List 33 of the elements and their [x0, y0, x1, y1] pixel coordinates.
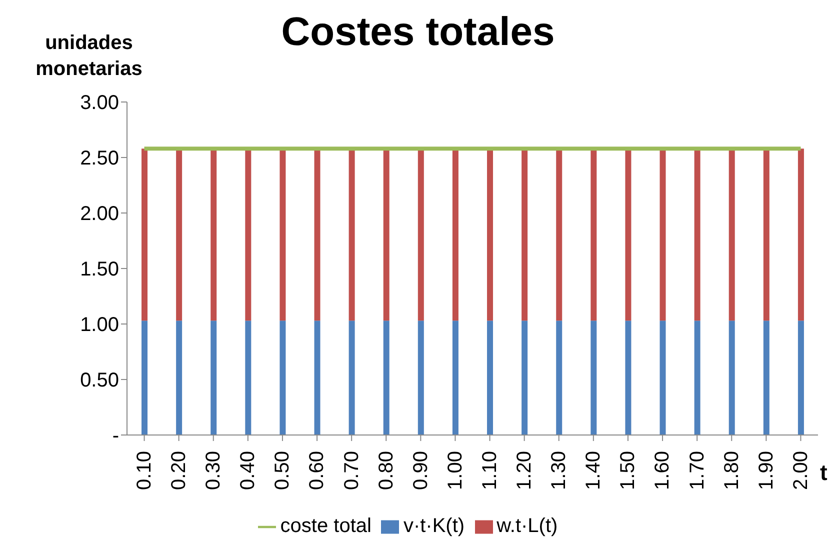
- x-tick-label: 0.90: [410, 451, 432, 490]
- y-tick-label: 2.50: [80, 148, 119, 170]
- x-axis-title: t: [820, 460, 828, 486]
- x-tick-label: 2.00: [790, 451, 812, 490]
- legend-label: coste total: [280, 515, 372, 537]
- y-tick-label: 3.00: [80, 92, 119, 114]
- x-tick-label: 1.10: [478, 451, 501, 490]
- x-tick-label: 1.40: [582, 451, 605, 490]
- x-tick-label: 1.80: [720, 451, 743, 490]
- x-tick-label: 0.40: [237, 451, 260, 490]
- x-tick-label: 1.90: [755, 451, 778, 490]
- legend-label: w.t·L(t): [496, 515, 558, 537]
- x-tick-label: 0.70: [340, 451, 363, 490]
- x-tick-label: 0.50: [272, 451, 294, 490]
- chart-title: Costes totales: [281, 10, 555, 54]
- x-tick-label: 1.60: [652, 451, 674, 490]
- x-tick-label: 0.20: [168, 451, 190, 490]
- y-tick-label: 1.00: [80, 314, 119, 336]
- y-tick-label: 0.50: [80, 370, 119, 392]
- y-tick-label: -: [112, 425, 119, 448]
- x-tick-label: 0.30: [202, 451, 225, 490]
- x-tick-label: 1.30: [548, 451, 570, 490]
- x-tick-label: 0.60: [306, 451, 328, 490]
- x-tick-label: 0.10: [133, 451, 156, 490]
- y-tick-label: 1.50: [80, 258, 119, 281]
- x-tick-label: 1.00: [444, 451, 466, 490]
- legend-label: v·t·K(t): [403, 515, 465, 537]
- y-axis-title: unidades monetarias: [34, 31, 144, 82]
- y-tick-label: 2.00: [80, 203, 119, 226]
- x-tick-label: 1.50: [617, 451, 640, 490]
- x-tick-label: 1.20: [514, 451, 536, 490]
- x-tick-label: 0.80: [375, 451, 398, 490]
- x-tick-label: 1.70: [686, 451, 708, 490]
